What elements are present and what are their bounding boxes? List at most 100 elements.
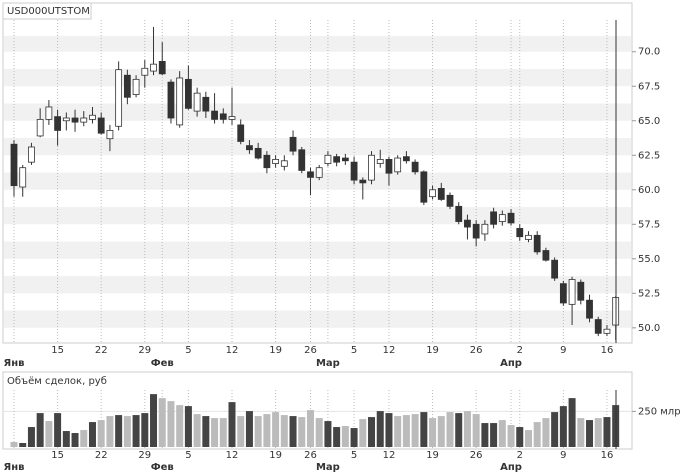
y-tick-label: 55.0 [638,254,660,265]
volume-bar [402,415,410,447]
candle-body [437,188,445,200]
volume-bar [551,412,559,447]
x-tick-label: 26 [304,450,317,461]
x-tick-label: 2 [517,450,523,461]
volume-bar [62,431,70,447]
candle-body [54,116,61,131]
candle-body [542,250,550,261]
x-tick-label: 15 [51,450,64,461]
volume-bar [394,416,402,447]
volume-bar [359,419,367,447]
x-month-label: Апр [500,462,522,473]
candle-body [307,171,314,178]
candle-body [115,69,123,127]
candle-body [123,74,131,98]
candle-body [106,130,114,140]
x-tick-label: 26 [470,345,483,356]
volume-bar [184,406,192,447]
candle-body [228,116,236,120]
candle-body [315,167,323,178]
x-tick-label: 19 [426,345,439,356]
volume-bar [306,410,314,447]
x-tick-label: 16 [601,345,614,356]
candle-body [184,78,192,109]
volume-bar [463,411,471,447]
volume-title: Объём сделок, руб [7,376,107,387]
stripe [4,138,631,156]
volume-bar [237,416,245,447]
volume-bar [420,412,428,447]
volume-bar [88,422,96,447]
volume-bar [516,427,524,447]
candle-body [19,167,27,188]
candle-body [71,117,79,123]
volume-bar [490,423,498,447]
candle-body [45,106,53,120]
candle-body [263,154,271,169]
candle-body [586,299,593,319]
x-month-label: Мар [316,462,340,473]
stripe [4,172,631,190]
y-tick-label: 250 млрд [638,406,680,417]
volume-bar [167,401,175,447]
x-tick-label: 19 [269,450,282,461]
x-tick-label: 5 [185,345,191,356]
candle-body [402,156,410,162]
x-tick-label: 29 [138,345,151,356]
volume-bar [27,427,35,447]
stripe [4,69,631,87]
volume-bar [123,416,131,447]
volume-bar [19,443,27,447]
volume-bar [80,430,88,447]
candle-body [176,77,184,126]
candle-body [446,194,454,207]
volume-bar [524,430,532,447]
candle-body [193,92,201,112]
volume-bar [586,420,594,447]
candle-body [464,219,471,228]
candle-body [455,205,463,222]
volume-bar [446,412,454,447]
volume-bar [507,425,515,447]
volume-bar [542,418,550,447]
candle-body [394,157,402,173]
candle-body [280,160,288,167]
volume-bar [54,413,62,447]
volume-bar [97,420,105,447]
candle-body [385,159,393,174]
candle-body [481,223,489,235]
candle-body [62,117,70,122]
candle-body [219,113,227,120]
volume-bar [559,406,567,447]
candle-body [594,319,602,334]
volume-bar [228,402,236,447]
volume-bar [115,415,123,447]
volume-bar [533,422,541,447]
y-tick-label: 57.5 [638,219,660,230]
x-tick-label: 9 [560,450,566,461]
volume-bar [594,418,602,447]
candle-body [246,145,253,151]
volume-bar [481,423,489,447]
chart-title: USD000UTSTOM [7,6,90,17]
candle-body [551,259,559,279]
x-tick-label: 22 [95,345,108,356]
candle-body [568,279,576,305]
volume-bar [350,428,358,447]
stripe [4,207,631,225]
volume-bar [245,411,253,447]
volume-bar [368,417,376,447]
volume-bar [106,416,114,447]
volume-bar [193,414,201,447]
candle-body [158,61,166,75]
volume-bar [429,418,437,447]
volume-bar [603,417,611,447]
volume-bar [324,421,332,447]
x-tick-label: 5 [351,345,357,356]
volume-bar [341,426,349,447]
volume-bar [455,413,463,447]
candle-body [472,223,480,239]
volume-bar [272,412,280,447]
volume-bar [411,414,419,447]
